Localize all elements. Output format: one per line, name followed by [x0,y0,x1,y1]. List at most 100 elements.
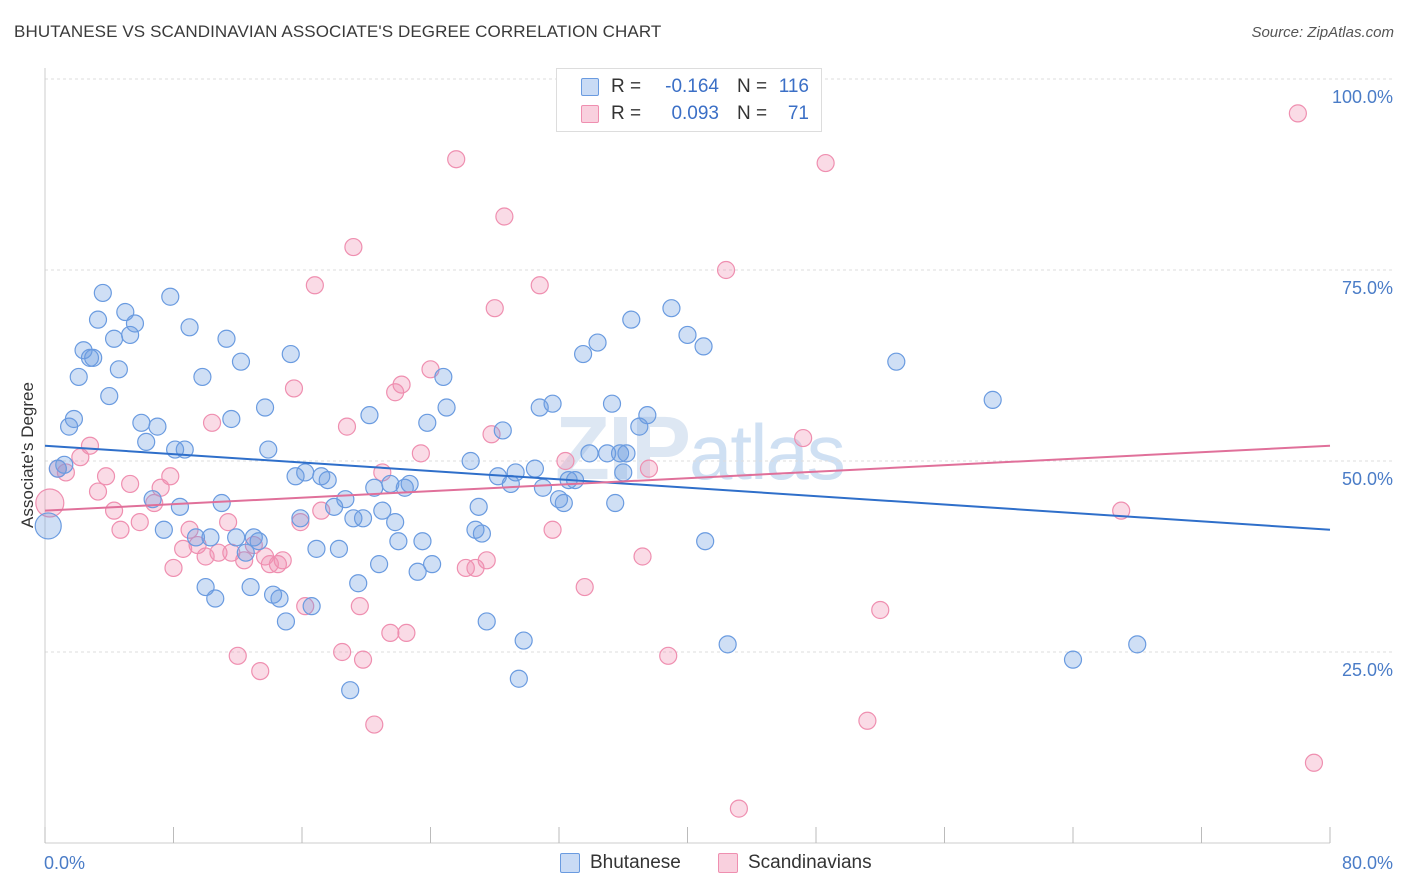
legend-swatch-bhutanese [581,78,599,96]
scandinavians-point [858,711,877,730]
y-tick-label: 50.0% [1342,469,1393,489]
bhutanese-point [353,509,373,528]
scandinavians-point [284,379,304,398]
bhutanese-point [638,406,657,425]
bhutanese-point [302,597,321,616]
bhutanese-point [161,287,180,306]
bhutanese-point [469,497,488,516]
bhutanese-point [887,352,906,371]
bhutanese-point [554,493,573,513]
scandinavians-point [111,520,130,539]
trend-lines [44,444,1331,531]
scandinavians-point [1304,753,1324,772]
legend-swatch-scandinavians [581,105,599,123]
scandinavians-point [411,444,430,463]
bhutanese-point [64,409,84,429]
scandinavians-point [291,513,310,532]
x-tick-label: 0.0% [44,853,85,873]
bhutanese-point [104,329,124,348]
bhutanese-point [533,478,553,497]
bhutanese-point [509,669,528,688]
bhutanese-point [602,394,622,413]
bhutanese-point [241,577,260,597]
legend-n-value: 116 [778,76,809,97]
bhutanese-point [696,532,715,551]
watermark-atlas: atlas [689,408,846,496]
bhutanese-point [307,539,326,558]
scandinavians-point [633,547,652,566]
bhutanese-point [472,524,491,543]
bhutanese-point [217,329,236,348]
bhutanese-points [34,283,1147,700]
bhutanese-point [983,390,1002,409]
scandinavians-point [104,501,124,520]
bottom-legend-bhutanese: Bhutanese [560,852,681,874]
bhutanese-point [423,555,442,574]
axes [44,68,1331,844]
bhutanese-point [1063,650,1083,669]
bhutanese-point [606,493,625,513]
scandinavians-point [88,482,108,501]
bhutanese-point [206,589,225,608]
scandinavians-point [273,551,292,570]
bhutanese-point [408,562,427,581]
source-note: Source: ZipAtlas.com [1251,24,1394,41]
scandinavians-point [121,474,140,494]
bhutanese-point [662,299,681,318]
bhutanese-point [227,528,246,547]
legend-r-label: R = [611,103,642,124]
legend-n-label: N = [737,103,768,124]
bhutanese-point [270,589,289,608]
bhutanese-point [588,333,607,352]
bhutanese-point [1128,635,1147,654]
chart-title: BHUTANESE VS SCANDINAVIAN ASSOCIATE'S DE… [14,22,662,41]
bhutanese-point [180,318,199,337]
bhutanese-point [88,310,108,329]
bhutanese-point [493,421,512,440]
bhutanese-point [148,417,167,436]
bhutanese-point [543,394,562,413]
bhutanese-point [461,451,480,471]
bhutanese-point [222,409,241,429]
scandinavians-point [353,650,373,669]
bhutanese-point [386,513,405,532]
legend-r-label: R = [611,76,642,97]
legend-row-scandinavians: R = 0.093 N = 71 [581,102,809,126]
scandinavians-point [180,520,199,539]
legend-r-value: 0.093 [671,103,719,124]
bhutanese-point [610,444,630,463]
bhutanese-point [276,612,296,631]
bhutanese-point [718,635,737,654]
bhutanese-point [418,413,437,432]
bhutanese-point [69,367,88,387]
x-tick-label: 80.0% [1342,853,1393,873]
scandinavians-point [381,623,400,643]
scandinavians-point [164,558,183,578]
bhutanese-point [186,528,206,547]
scandinavians-point [575,577,594,597]
scandinavians-point [482,425,501,444]
scandinavians-point [447,150,466,169]
bhutanese-point [360,406,379,425]
bhutanese-point [344,509,363,528]
bhutanese-point [573,344,593,364]
scandinavians-point [659,646,678,665]
bhutanese-point [249,532,268,551]
bhutanese-point [349,574,368,593]
bhutanese-point [132,413,151,432]
bottom-legend-swatch-scandinavians [718,853,738,873]
scandinavians-point [794,428,813,448]
scandinavians-point [251,661,270,681]
scandinavians-point [495,207,514,226]
scandinavians-point [365,715,384,734]
scandinavians-point [456,558,475,578]
bhutanese-point [370,555,389,574]
scandinavians-point [871,600,890,620]
bhutanese-point [296,463,315,482]
bhutanese-point [34,512,62,540]
bhutanese-point [93,283,112,303]
scandinavians-point [337,417,357,436]
scandinavians-point [344,237,363,257]
scandinavians-point [96,467,116,486]
